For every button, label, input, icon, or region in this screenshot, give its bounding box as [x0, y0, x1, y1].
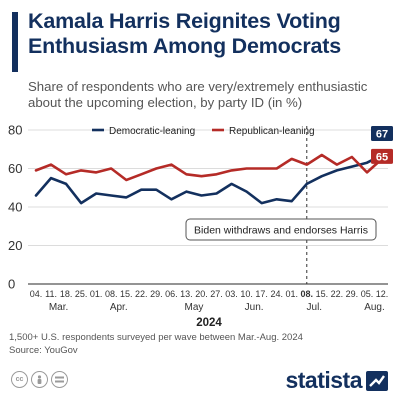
survey-note: 1,500+ U.S. respondents surveyed per wav… — [9, 332, 303, 343]
legend-label: Democratic-leaning — [109, 126, 195, 137]
x-tick-label: 22. — [135, 289, 148, 299]
republican-end-label: 65 — [376, 151, 388, 163]
month-label: May — [185, 302, 204, 313]
chart-title: Kamala Harris Reignites Voting Enthusias… — [28, 9, 341, 58]
x-tick-label: 29. — [150, 289, 163, 299]
x-tick-label: 05. — [361, 289, 374, 299]
annotation-text: Biden withdraws and endorses Harris — [194, 225, 368, 237]
source-note: Source: YouGov — [9, 345, 78, 356]
x-tick-label: 29. — [346, 289, 359, 299]
month-label: Aug. — [364, 302, 385, 313]
x-tick-label: 13. — [180, 289, 193, 299]
democratic-end-label: 67 — [376, 129, 388, 141]
y-tick-label: 40 — [8, 200, 22, 215]
x-tick-label: 06. — [165, 289, 178, 299]
year-label: 2024 — [196, 317, 222, 329]
x-tick-label: 10. — [240, 289, 253, 299]
x-tick-label: 17. — [255, 289, 268, 299]
month-label: Apr. — [110, 302, 128, 313]
x-tick-label: 20. — [195, 289, 208, 299]
x-tick-label: 22. — [331, 289, 344, 299]
x-tick-label: 27. — [210, 289, 223, 299]
month-label: Jun. — [245, 302, 264, 313]
x-tick-label: 01. — [90, 289, 103, 299]
annotation-box — [185, 218, 377, 241]
x-tick-label: 04. — [30, 289, 43, 299]
logo-text: statista — [285, 367, 362, 393]
no-derivatives-icon[interactable] — [51, 371, 68, 388]
democratic-end-label-box — [371, 126, 393, 142]
republican-leaning-line — [34, 153, 384, 182]
y-tick-label: 60 — [8, 161, 22, 176]
y-tick-label: 80 — [8, 123, 22, 138]
license-icons: cc — [11, 371, 68, 388]
statista-logo-icon — [366, 370, 388, 391]
democratic-leaning-line — [34, 153, 384, 205]
cc-icon[interactable]: cc — [11, 371, 28, 388]
chart-subtitle: Share of respondents who are very/extrem… — [28, 79, 368, 110]
x-tick-label: 15. — [120, 289, 133, 299]
x-tick-label: 11. — [45, 289, 57, 299]
x-tick-label: 18. — [60, 289, 73, 299]
y-tick-label: 0 — [8, 277, 15, 292]
x-tick-label: 15. — [316, 289, 329, 299]
person-icon[interactable] — [31, 371, 48, 388]
x-tick-label: 03. — [225, 289, 238, 299]
legend-label: Republican-leaning — [229, 126, 315, 137]
month-label: Jul. — [307, 302, 323, 313]
footer: cc statista — [0, 362, 400, 400]
y-tick-label: 20 — [8, 238, 22, 253]
republican-end-label-box — [371, 148, 393, 164]
x-tick-label: 24. — [270, 289, 283, 299]
x-tick-label: 01. — [285, 289, 298, 299]
footnote: 1,500+ U.S. respondents surveyed per wav… — [9, 331, 303, 357]
x-tick-label: 08. — [105, 289, 118, 299]
title-accent-bar — [12, 12, 18, 72]
statista-logo[interactable]: statista — [285, 367, 388, 394]
x-tick-label: 12. — [376, 289, 389, 299]
x-tick-label: 08. — [301, 289, 314, 299]
x-tick-label: 25. — [75, 289, 88, 299]
month-label: Mar. — [49, 302, 68, 313]
